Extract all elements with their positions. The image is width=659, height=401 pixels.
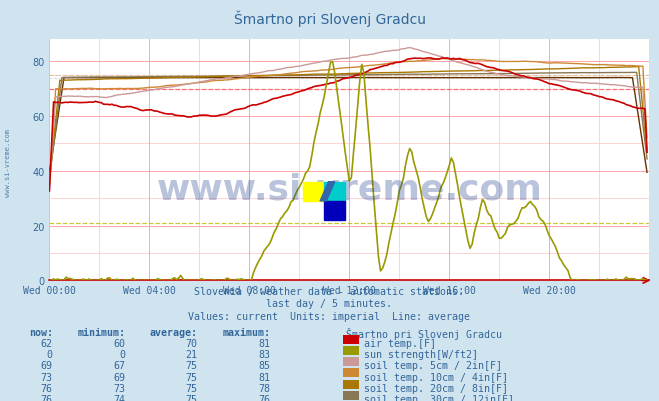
Text: 75: 75 [186, 383, 198, 393]
Text: 74: 74 [113, 394, 125, 401]
Text: 75: 75 [186, 394, 198, 401]
Text: minimum:: minimum: [77, 327, 125, 337]
Text: www.si-vreme.com: www.si-vreme.com [5, 128, 11, 196]
Text: average:: average: [150, 327, 198, 337]
Text: sun strength[W/ft2]: sun strength[W/ft2] [364, 349, 478, 359]
Text: soil temp. 20cm / 8in[F]: soil temp. 20cm / 8in[F] [364, 383, 509, 393]
Text: www.si-vreme.com: www.si-vreme.com [156, 172, 542, 206]
Text: 73: 73 [113, 383, 125, 393]
Text: 83: 83 [258, 349, 270, 359]
Text: Šmartno pri Slovenj Gradcu: Šmartno pri Slovenj Gradcu [233, 10, 426, 26]
Text: 70: 70 [186, 338, 198, 348]
Text: 73: 73 [41, 372, 53, 382]
Text: 0: 0 [119, 349, 125, 359]
Text: now:: now: [29, 327, 53, 337]
Bar [303, 182, 324, 201]
Text: soil temp. 5cm / 2in[F]: soil temp. 5cm / 2in[F] [364, 360, 502, 371]
Text: 76: 76 [41, 394, 53, 401]
Text: 81: 81 [258, 372, 270, 382]
Text: soil temp. 30cm / 12in[F]: soil temp. 30cm / 12in[F] [364, 394, 515, 401]
Text: Slovenia / weather data - automatic stations.: Slovenia / weather data - automatic stat… [194, 287, 465, 297]
Text: 67: 67 [113, 360, 125, 371]
Text: 76: 76 [41, 383, 53, 393]
Text: last day / 5 minutes.: last day / 5 minutes. [266, 299, 393, 309]
Text: Values: current  Units: imperial  Line: average: Values: current Units: imperial Line: av… [188, 311, 471, 321]
Text: 85: 85 [258, 360, 270, 371]
Text: 60: 60 [113, 338, 125, 348]
Text: 69: 69 [41, 360, 53, 371]
Text: 78: 78 [258, 383, 270, 393]
Text: maximum:: maximum: [222, 327, 270, 337]
Text: 75: 75 [186, 360, 198, 371]
Text: 62: 62 [41, 338, 53, 348]
Text: 21: 21 [186, 349, 198, 359]
Text: 0: 0 [47, 349, 53, 359]
Text: air temp.[F]: air temp.[F] [364, 338, 436, 348]
Bar [324, 182, 345, 201]
Text: 81: 81 [258, 338, 270, 348]
Bar [324, 201, 345, 221]
Text: 69: 69 [113, 372, 125, 382]
Text: soil temp. 10cm / 4in[F]: soil temp. 10cm / 4in[F] [364, 372, 509, 382]
Polygon shape [320, 182, 335, 201]
Text: 75: 75 [186, 372, 198, 382]
Text: Šmartno pri Slovenj Gradcu: Šmartno pri Slovenj Gradcu [346, 327, 502, 339]
Text: 76: 76 [258, 394, 270, 401]
